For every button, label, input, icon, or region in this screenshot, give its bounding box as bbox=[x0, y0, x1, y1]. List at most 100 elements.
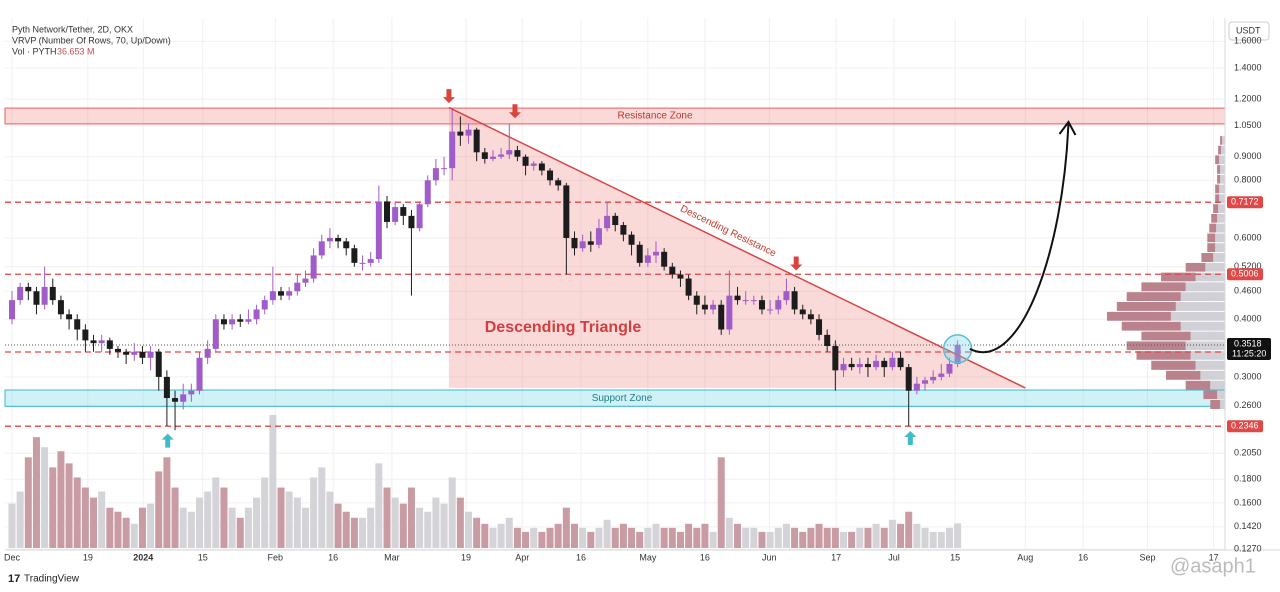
volume-bar bbox=[856, 527, 864, 548]
level-tag bbox=[1227, 268, 1263, 281]
candle-body bbox=[489, 156, 496, 159]
currency-box bbox=[1228, 21, 1270, 41]
candle-body bbox=[718, 304, 725, 330]
candle-body bbox=[204, 348, 211, 358]
volume-bar bbox=[57, 451, 65, 548]
candle-body bbox=[930, 376, 937, 381]
x-tick-label: 19 bbox=[461, 552, 471, 562]
candle-body bbox=[783, 291, 790, 301]
price-tag-label: 0.3518 bbox=[1234, 338, 1262, 348]
volume-bar bbox=[440, 503, 448, 548]
candle-body bbox=[286, 291, 293, 296]
volume-bar bbox=[693, 527, 701, 548]
candle-body bbox=[922, 380, 929, 384]
profile-down bbox=[1141, 331, 1191, 341]
y-tick-label: 0.1800 bbox=[1234, 474, 1262, 484]
candle-body bbox=[212, 319, 219, 349]
volume-bar bbox=[513, 527, 521, 548]
profile-down bbox=[1213, 204, 1219, 213]
candle-body bbox=[661, 251, 668, 267]
candle-body bbox=[669, 266, 676, 275]
x-tick-label: May bbox=[639, 552, 657, 562]
volume-bar bbox=[32, 437, 40, 548]
volume-bar bbox=[448, 477, 456, 548]
candle-body bbox=[278, 291, 285, 296]
candle-body bbox=[848, 363, 855, 368]
profile-up bbox=[1210, 380, 1225, 390]
volume-bar bbox=[106, 507, 114, 548]
volume-bar bbox=[187, 511, 195, 548]
profile-down bbox=[1166, 370, 1201, 380]
candle-body bbox=[253, 309, 260, 320]
volume-bar bbox=[41, 447, 49, 548]
profile-up bbox=[1175, 302, 1225, 311]
volume-bar bbox=[367, 507, 375, 548]
profile-down bbox=[1207, 243, 1216, 253]
profile-down bbox=[1218, 145, 1222, 155]
x-tick-label: 15 bbox=[950, 552, 960, 562]
profile-down bbox=[1215, 194, 1220, 204]
y-tick-label: 0.4000 bbox=[1234, 314, 1262, 324]
candle-body bbox=[897, 357, 904, 368]
volume-bar bbox=[636, 531, 644, 548]
volume-bar bbox=[554, 523, 562, 548]
volume-bar bbox=[465, 511, 473, 548]
plot-layer: Resistance Zone Support Zone Descending Tr… bbox=[4, 18, 1226, 550]
profile-down bbox=[1209, 223, 1217, 233]
x-tick-label: 17 bbox=[831, 552, 841, 562]
profile-up bbox=[1219, 194, 1225, 204]
triangle-label: Descending Triangle bbox=[485, 319, 642, 336]
volume-bar bbox=[888, 519, 896, 548]
projection-arrow bbox=[969, 121, 1070, 353]
volume-bar bbox=[897, 523, 905, 548]
x-tick-label: 17 bbox=[1209, 552, 1219, 562]
volume-bar bbox=[774, 527, 782, 548]
candle-body bbox=[522, 156, 529, 166]
volume-bar bbox=[758, 531, 766, 548]
volume-bar bbox=[407, 487, 415, 548]
x-tick-label: 16 bbox=[700, 552, 710, 562]
candle-body bbox=[310, 255, 317, 279]
volume-bar bbox=[668, 527, 676, 548]
volume-bar bbox=[628, 527, 636, 548]
x-tick-label: 16 bbox=[1078, 552, 1088, 562]
volume-bar bbox=[122, 517, 130, 548]
y-tick-label: 0.1270 bbox=[1234, 544, 1262, 554]
candle-body bbox=[155, 351, 162, 377]
profile-up bbox=[1180, 292, 1225, 302]
volume-bar bbox=[709, 531, 717, 548]
candle-body bbox=[106, 340, 113, 349]
profile-up bbox=[1219, 155, 1225, 165]
y-tick-label: 1.0500 bbox=[1234, 120, 1262, 130]
volume-bar bbox=[269, 415, 277, 548]
y-tick-label: 1.6000 bbox=[1234, 36, 1262, 46]
volume-bar bbox=[652, 523, 660, 548]
volume-bar bbox=[293, 497, 301, 548]
volume-bar bbox=[196, 497, 204, 548]
profile-up bbox=[1218, 204, 1225, 213]
candle-body bbox=[726, 295, 733, 330]
profile-up bbox=[1221, 145, 1225, 155]
profile-down bbox=[1207, 233, 1216, 243]
volume-bar bbox=[538, 531, 546, 548]
profile-down bbox=[1121, 321, 1181, 331]
candle-body bbox=[400, 207, 407, 216]
candle-body bbox=[326, 237, 333, 242]
candle-body bbox=[832, 346, 839, 371]
x-tick-label: Aug bbox=[1017, 552, 1033, 562]
price-countdown: 11:25:20 bbox=[1232, 348, 1266, 358]
candle-body bbox=[612, 215, 619, 226]
brand: TradingView bbox=[24, 574, 80, 585]
volume-bar bbox=[334, 503, 342, 548]
profile-down bbox=[1185, 380, 1211, 390]
volume-bar bbox=[660, 527, 668, 548]
volume-bar bbox=[301, 507, 309, 548]
profile-down bbox=[1215, 155, 1220, 165]
candle-body bbox=[41, 286, 48, 305]
profile-up bbox=[1219, 184, 1225, 194]
profile-down bbox=[1210, 400, 1221, 409]
profile-up bbox=[1215, 243, 1225, 253]
volume-bar bbox=[864, 527, 872, 548]
profile-down bbox=[1136, 351, 1191, 360]
